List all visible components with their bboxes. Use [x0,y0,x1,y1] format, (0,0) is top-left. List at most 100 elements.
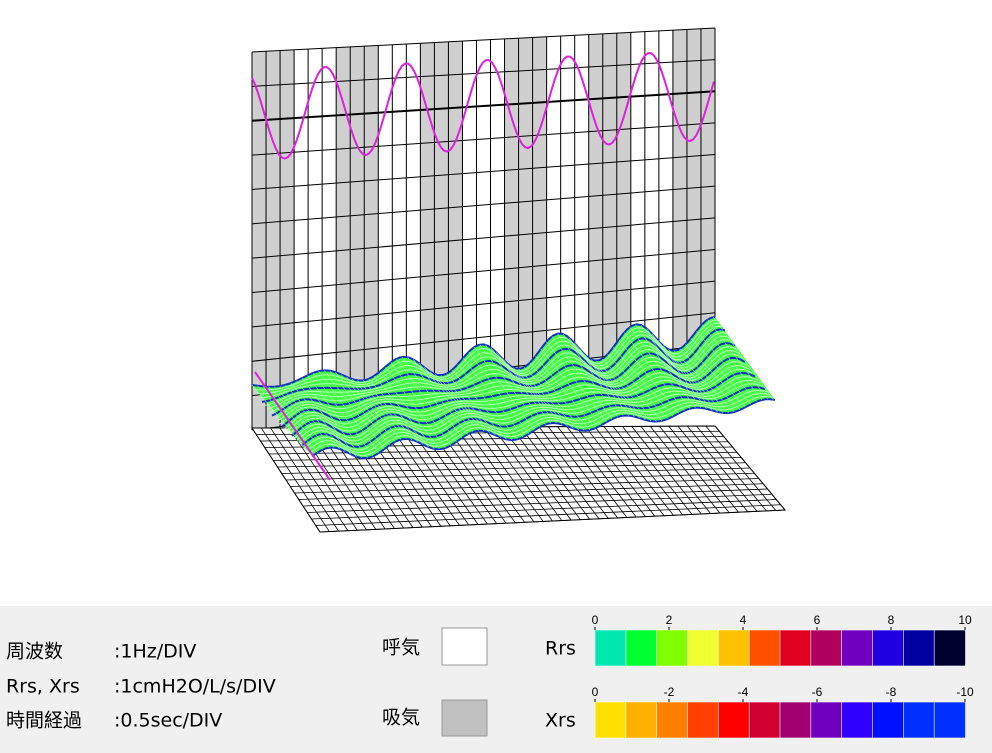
wall-column [546,36,561,396]
flow-wave [251,52,715,160]
wall-grid [251,154,716,190]
wall-column [504,38,519,401]
surface-line [585,355,646,421]
scale-swatch [656,629,689,667]
surface-line [379,371,441,450]
wall-column [266,50,281,429]
surface-line [701,324,763,401]
surface-line [412,359,474,433]
wall-column [602,33,617,390]
scale-swatch [872,629,905,667]
scale-swatch [748,629,781,667]
surface-line [590,359,652,422]
scale-name: Rrs [545,638,576,660]
scale-tick-label: 2 [666,613,673,627]
surface-line [618,339,679,414]
wall-column [336,46,351,421]
surface [252,317,775,459]
surface-line [551,336,613,420]
surface-line [657,339,718,413]
wall-column [308,48,323,424]
wall-column [420,42,435,411]
legend-value: :0.5sec/DIV [114,710,222,732]
scale-swatch [903,701,935,739]
wall-column [476,39,491,404]
surface-line [304,389,768,451]
surface-line [274,386,335,448]
surface-line [385,366,446,449]
scale-swatch [872,701,905,739]
scale-tick-label: 10 [958,613,972,627]
surface-line [374,375,435,450]
surface-line [335,371,396,442]
wall-grid [251,312,716,362]
scale-tick-label: -2 [664,685,675,699]
surface-line [574,342,635,417]
scale-swatch [687,701,720,739]
surface-line [524,367,585,431]
surface-line [289,368,753,434]
surface-line [451,369,513,441]
scale-swatch [903,629,935,667]
wall-grid [251,90,716,122]
color-scales: Rrs 0 2 4 6 8 10 Xrs 0 -2 -4 -6 -8 -10 [545,613,974,739]
scale-swatch [625,701,658,739]
surface-line [679,348,741,411]
scale-tick-label: -8 [886,685,897,699]
surface-line [299,383,763,445]
wall-grid [251,122,716,156]
surface-line [479,344,541,428]
wall-column [294,49,309,426]
floor-grid [311,499,777,520]
surface-line [294,376,758,439]
surface-line [712,317,774,400]
scale-tick-label: -4 [738,685,749,699]
surface-line [501,358,563,425]
wall-column [252,51,267,430]
scale-swatch [933,629,966,667]
scale-tick-label: 0 [592,613,599,627]
scale-tick-label: 8 [888,613,895,627]
surface-line [279,385,340,450]
surface-line [429,371,491,434]
scale-swatch [594,629,627,667]
surface-line [529,362,591,431]
scale-swatch [841,629,874,667]
wall-column [434,41,449,409]
wall-grid [251,248,716,294]
surface-line [624,332,685,411]
wall-column [448,41,463,408]
surface-line [490,347,552,424]
surface-line [496,352,557,424]
surface-line [424,367,485,432]
floor-grid [281,462,746,474]
legend-label: Rrs, Xrs [6,676,80,698]
wall-column [490,38,505,403]
floor-grid [294,478,759,494]
scale-swatch [718,629,750,667]
wall-grid [251,217,716,259]
surface-line [306,392,771,454]
surface-line [629,326,691,409]
surface-line [690,337,752,405]
surface-line [668,349,729,414]
surface-line [256,322,721,395]
surface-line [707,319,768,400]
wall-grid [251,185,716,225]
floor-grid [277,457,742,468]
scale-swatch [718,701,750,739]
surface-line [685,344,746,408]
wall-column [532,36,547,398]
surface-line [579,349,641,419]
scale-swatch [841,701,874,739]
surface-line [546,341,607,423]
wall-column [630,31,645,386]
surface-line [640,324,702,409]
surface-line [329,370,391,446]
scale-name: Xrs [545,710,576,732]
wall-column [322,47,337,422]
wall-column [644,30,659,385]
surface-line [318,371,379,454]
surface-line [259,325,723,399]
